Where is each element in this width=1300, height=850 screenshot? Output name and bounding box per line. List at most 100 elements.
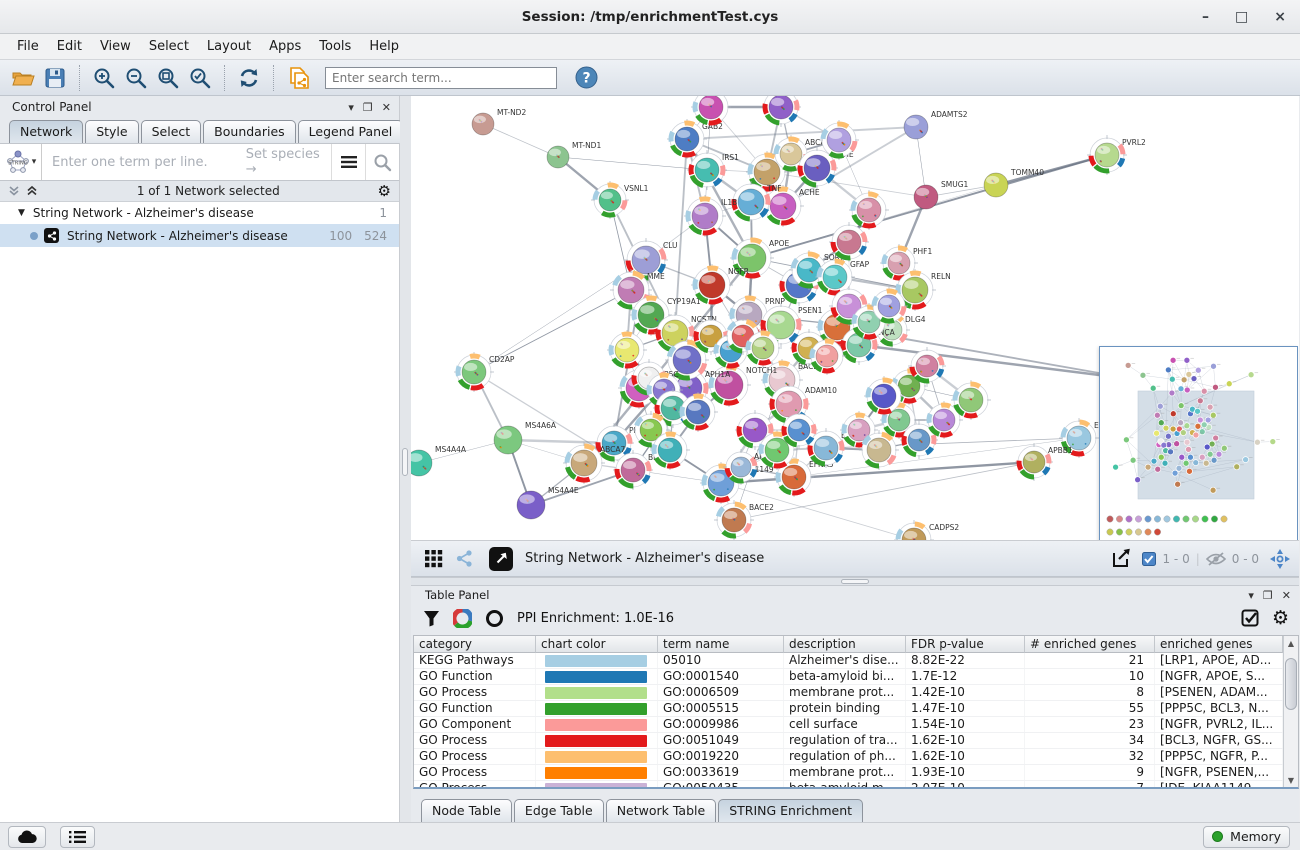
column-header-chart-color[interactable]: chart color xyxy=(536,636,658,653)
panel-float-icon[interactable]: ❐ xyxy=(1262,588,1273,602)
node-CADPS2[interactable]: CADPS2 xyxy=(894,520,959,541)
table-row[interactable]: GO Process GO:0051049 regulation of tra...… xyxy=(414,733,1283,749)
node[interactable] xyxy=(735,410,775,450)
expand-all-icon[interactable] xyxy=(26,185,39,197)
node[interactable] xyxy=(650,430,690,470)
node[interactable] xyxy=(900,421,938,459)
node-EFNA5[interactable]: EFNA5 xyxy=(774,457,834,497)
node[interactable] xyxy=(864,376,904,416)
vertical-splitter[interactable] xyxy=(400,96,411,822)
string-query-placeholder[interactable]: Enter one term per line. xyxy=(52,154,208,170)
node[interactable] xyxy=(691,96,731,127)
table-scrollbar[interactable]: ▲ ▼ xyxy=(1283,636,1298,787)
node-APBB1[interactable]: APBB1 xyxy=(1015,443,1073,481)
filter-icon[interactable] xyxy=(423,610,440,627)
menu-file[interactable]: File xyxy=(17,39,39,54)
birdseye-toggle-button[interactable] xyxy=(419,544,449,574)
table-row[interactable]: GO Process GO:0033619 membrane prot... 1.93… xyxy=(414,765,1283,781)
ring-chart-icon[interactable] xyxy=(485,609,504,628)
select-columns-icon[interactable] xyxy=(1241,609,1259,627)
column-header-category[interactable]: category xyxy=(414,636,536,653)
node[interactable] xyxy=(850,303,888,341)
node[interactable] xyxy=(870,287,908,325)
pan-compass-icon[interactable] xyxy=(1269,548,1291,570)
splitter-grip[interactable] xyxy=(402,448,408,476)
column-header-term-name[interactable]: term name xyxy=(658,636,784,653)
task-list-button[interactable] xyxy=(60,825,95,848)
node[interactable] xyxy=(744,329,782,367)
node[interactable] xyxy=(819,120,859,160)
table-settings-gear-icon[interactable]: ⚙ xyxy=(1271,606,1289,629)
zoom-selected-button[interactable] xyxy=(185,63,215,93)
tab-select[interactable]: Select xyxy=(140,120,202,143)
panel-menu-icon[interactable]: ▾ xyxy=(348,100,354,114)
node[interactable] xyxy=(849,190,889,230)
node-VSNL1[interactable]: VSNL1 xyxy=(591,181,649,219)
navigator-thumbnail[interactable] xyxy=(1100,347,1297,541)
network-row-selected[interactable]: String Network - Alzheimer's disease 100… xyxy=(0,224,399,247)
scroll-down-arrow[interactable]: ▼ xyxy=(1287,775,1295,785)
hidden-eye-icon[interactable] xyxy=(1205,551,1226,566)
table-row[interactable]: GO Component GO:0009986 cell surface 1.54E-… xyxy=(414,717,1283,733)
table-row[interactable]: GO Process GO:0006509 membrane prot... 1.42… xyxy=(414,685,1283,701)
node[interactable] xyxy=(757,430,797,470)
zoom-fit-button[interactable] xyxy=(153,63,183,93)
table-row[interactable]: KEGG Pathways 05010 Alzheimer's dise... 8.8… xyxy=(414,653,1283,669)
maximize-button[interactable]: □ xyxy=(1235,8,1249,25)
node[interactable] xyxy=(761,96,801,127)
save-session-button[interactable] xyxy=(40,63,70,93)
table-row[interactable]: GO Function GO:0001540 beta-amyloid bi... 1… xyxy=(414,669,1283,685)
tab-legend-panel[interactable]: Legend Panel xyxy=(297,120,404,143)
network-collection-row[interactable]: ▼ String Network - Alzheimer's disease 1 xyxy=(0,202,399,224)
string-search-button[interactable] xyxy=(365,144,399,180)
menu-layout[interactable]: Layout xyxy=(206,39,252,54)
node-MT-ND2[interactable]: MT-ND2 xyxy=(471,108,526,136)
zoom-out-button[interactable] xyxy=(121,63,151,93)
node-MS4A6A[interactable]: MS4A6A xyxy=(493,421,557,455)
node-APOE[interactable]: APOE xyxy=(730,236,790,280)
menu-edit[interactable]: Edit xyxy=(56,39,82,54)
node[interactable] xyxy=(925,401,963,439)
network-navigator[interactable] xyxy=(1099,346,1298,541)
node-TNF[interactable]: TNF xyxy=(730,181,782,223)
selected-checkbox-icon[interactable] xyxy=(1142,551,1157,566)
donut-chart-icon[interactable] xyxy=(453,608,472,628)
tree-expand-icon[interactable]: ▼ xyxy=(18,208,25,218)
string-options-button[interactable] xyxy=(331,144,365,180)
zoom-in-button[interactable] xyxy=(89,63,119,93)
horizontal-splitter[interactable] xyxy=(411,577,1299,586)
node-CLU[interactable]: CLU xyxy=(624,238,678,282)
node[interactable] xyxy=(859,430,899,470)
node-SMUG1[interactable]: SMUG1 xyxy=(913,180,969,210)
node-NGFR[interactable]: NGFR xyxy=(691,264,749,306)
table-row[interactable]: GO Process GO:0019220 regulation of ph... 1… xyxy=(414,749,1283,765)
minimize-button[interactable]: – xyxy=(1202,8,1210,25)
node-CD2AP[interactable]: CD2AP xyxy=(454,352,515,392)
enrichment-table[interactable]: category chart color term name description F… xyxy=(414,636,1283,787)
node-BIN1[interactable]: BIN1 xyxy=(613,450,666,490)
node-BACE2[interactable]: BACE2 xyxy=(714,500,774,540)
node[interactable] xyxy=(607,330,647,370)
help-button[interactable]: ? xyxy=(571,63,601,93)
node-IL1B[interactable]: IL1B xyxy=(684,195,737,237)
tab-network[interactable]: Network xyxy=(9,120,84,143)
column-header-description[interactable]: description xyxy=(784,636,906,653)
set-species-label[interactable]: Set species → xyxy=(245,147,320,177)
table-tab-string-enrichment[interactable]: STRING Enrichment xyxy=(718,799,864,822)
node[interactable] xyxy=(908,347,946,385)
panel-close-icon[interactable]: ✕ xyxy=(381,100,391,114)
menu-view[interactable]: View xyxy=(99,39,131,54)
table-tab-edge-table[interactable]: Edge Table xyxy=(513,799,604,822)
open-file-button[interactable] xyxy=(8,63,38,93)
export-network-button[interactable] xyxy=(1106,544,1136,574)
table-row[interactable]: GO Function GO:0005515 protein binding 1.47… xyxy=(414,701,1283,717)
node-TOMM40[interactable]: TOMM40 xyxy=(983,168,1044,198)
node-PHF1[interactable]: PHF1 xyxy=(880,244,932,282)
panel-close-icon[interactable]: ✕ xyxy=(1281,588,1291,602)
splitter-grip-h[interactable] xyxy=(841,579,869,584)
node-MS4A4E[interactable]: MS4A4E xyxy=(516,486,579,520)
node-IRS1[interactable]: IRS1 xyxy=(687,150,739,190)
scroll-thumb[interactable] xyxy=(1284,658,1297,710)
collapse-all-icon[interactable] xyxy=(8,185,21,197)
column-header-FDR-p-value[interactable]: FDR p-value xyxy=(906,636,1025,653)
